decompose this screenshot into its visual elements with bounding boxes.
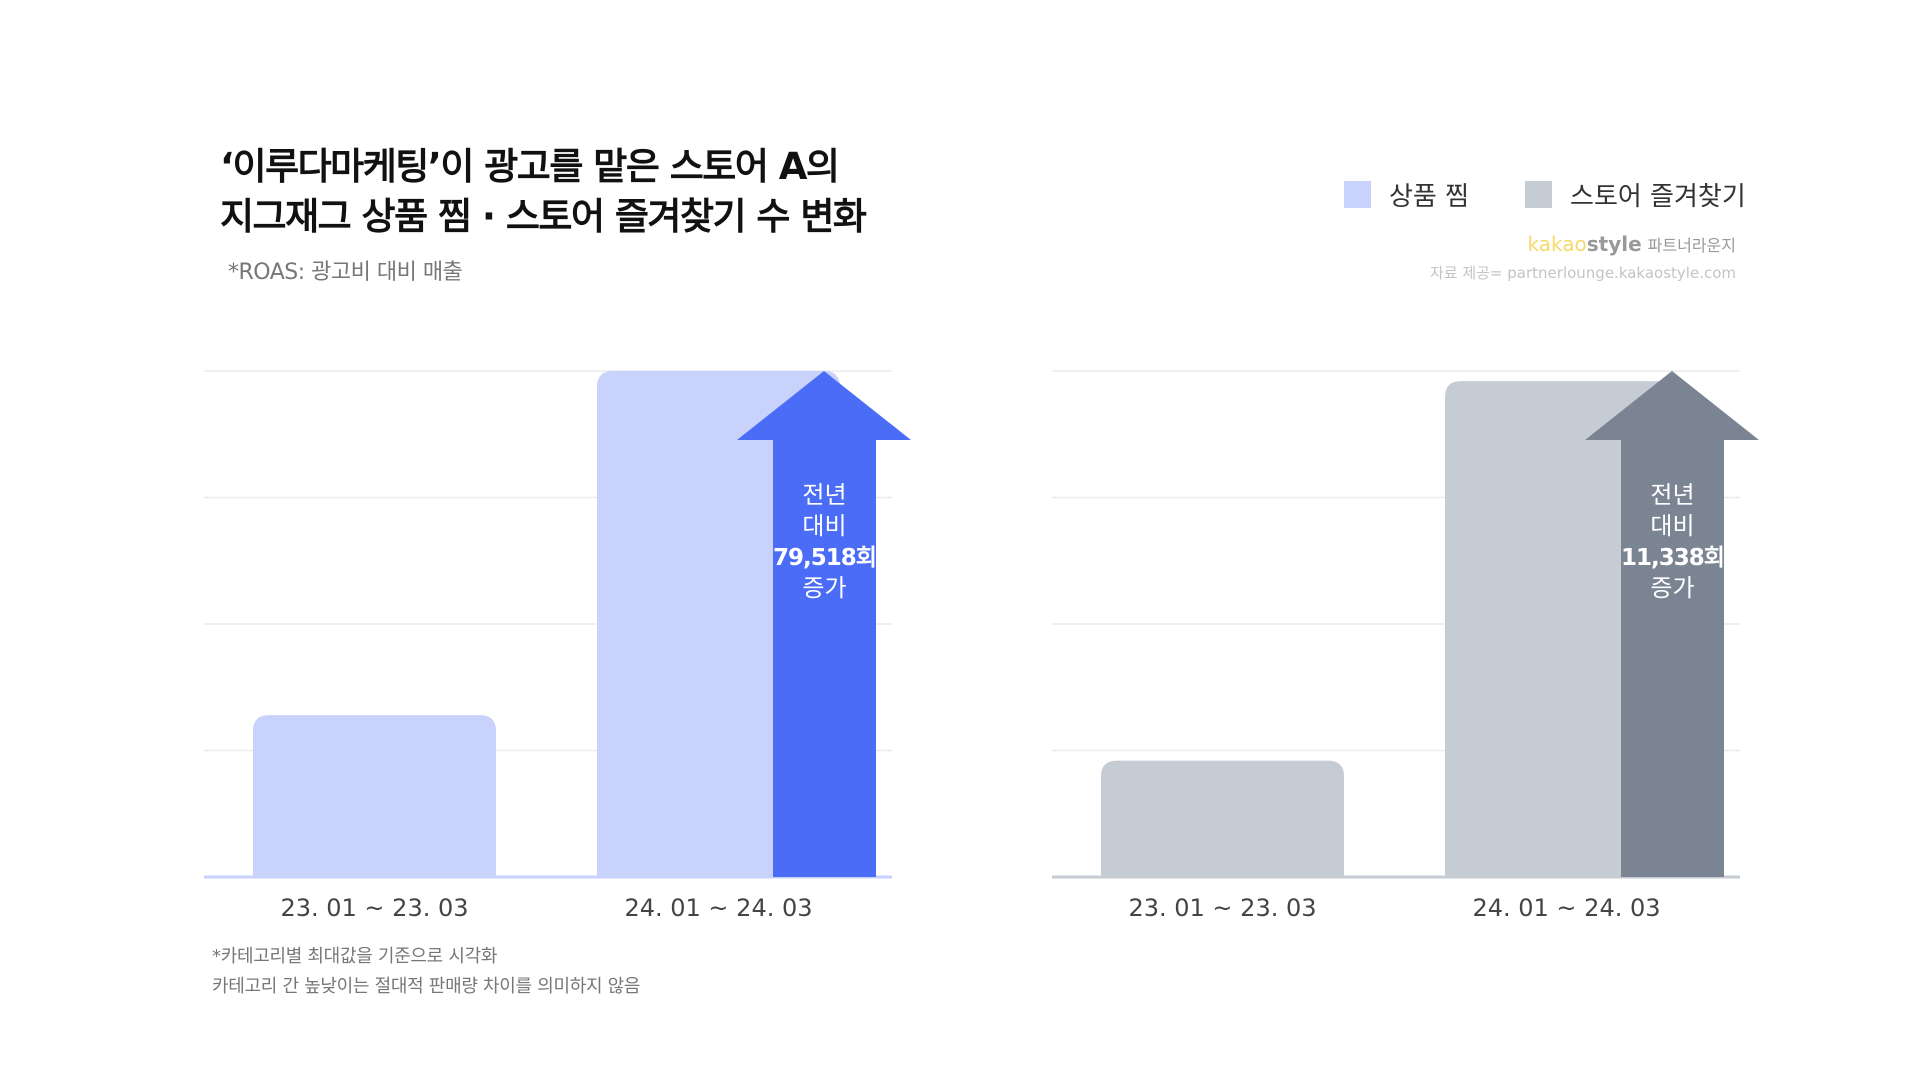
legend-item-favorites: 스토어 즐겨찾기 bbox=[1525, 176, 1746, 213]
increase-arrow bbox=[1585, 371, 1759, 877]
arrow-label: 79,518회 bbox=[773, 545, 876, 571]
bar-prev-year bbox=[1101, 760, 1344, 877]
bar-prev-year bbox=[253, 715, 496, 877]
brand-kakao: kakao bbox=[1527, 232, 1587, 256]
arrow-label: 증가 bbox=[802, 574, 846, 602]
increase-arrow bbox=[737, 371, 911, 877]
arrow-label: 대비 bbox=[802, 512, 846, 540]
arrow-label: 11,338회 bbox=[1621, 545, 1724, 571]
legend-swatch-favorites bbox=[1525, 181, 1553, 208]
arrow-label: 증가 bbox=[1650, 574, 1694, 602]
footnote: *카테고리별 최대값을 기준으로 시각화 카테고리 간 높낮이는 절대적 판매량… bbox=[212, 942, 641, 1002]
legend-label-favorites: 스토어 즐겨찾기 bbox=[1570, 182, 1746, 212]
legend-swatch-likes bbox=[1344, 181, 1371, 208]
chart-title: ‘이루다마케팅’이 광고를 맡은 스토어 A의 지그재그 상품 찜 · 스토어 … bbox=[220, 142, 867, 242]
title-line-2: 지그재그 상품 찜 · 스토어 즐겨찾기 수 변화 bbox=[220, 195, 867, 238]
x-tick-label: 23. 01 ~ 23. 03 bbox=[1128, 894, 1316, 922]
footnote-line-1: *카테고리별 최대값을 기준으로 시각화 bbox=[212, 946, 498, 967]
arrow-label: 전년 bbox=[802, 481, 846, 509]
subtitle: *ROAS: 광고비 대비 매출 bbox=[228, 260, 463, 285]
brand-partner: 파트너라운지 bbox=[1647, 236, 1736, 255]
x-tick-label: 23. 01 ~ 23. 03 bbox=[280, 894, 468, 922]
arrow-label: 대비 bbox=[1650, 512, 1694, 540]
title-line-1: ‘이루다마케팅’이 광고를 맡은 스토어 A의 bbox=[220, 145, 840, 188]
x-tick-label: 24. 01 ~ 24. 03 bbox=[624, 894, 812, 922]
source-credit: 자료 제공= partnerlounge.kakaostyle.com bbox=[1429, 264, 1736, 282]
footnote-line-2: 카테고리 간 높낮이는 절대적 판매량 차이를 의미하지 않음 bbox=[212, 976, 641, 997]
arrow-label: 전년 bbox=[1650, 481, 1694, 509]
x-tick-label: 24. 01 ~ 24. 03 bbox=[1472, 894, 1660, 922]
legend: 상품 찜 스토어 즐겨찾기 bbox=[1344, 176, 1746, 213]
legend-label-likes: 상품 찜 bbox=[1389, 182, 1470, 212]
brand-style: style bbox=[1586, 232, 1642, 256]
legend-item-likes: 상품 찜 bbox=[1344, 176, 1469, 213]
brand-logo: kakaostyle 파트너라운지 bbox=[1440, 232, 1736, 256]
